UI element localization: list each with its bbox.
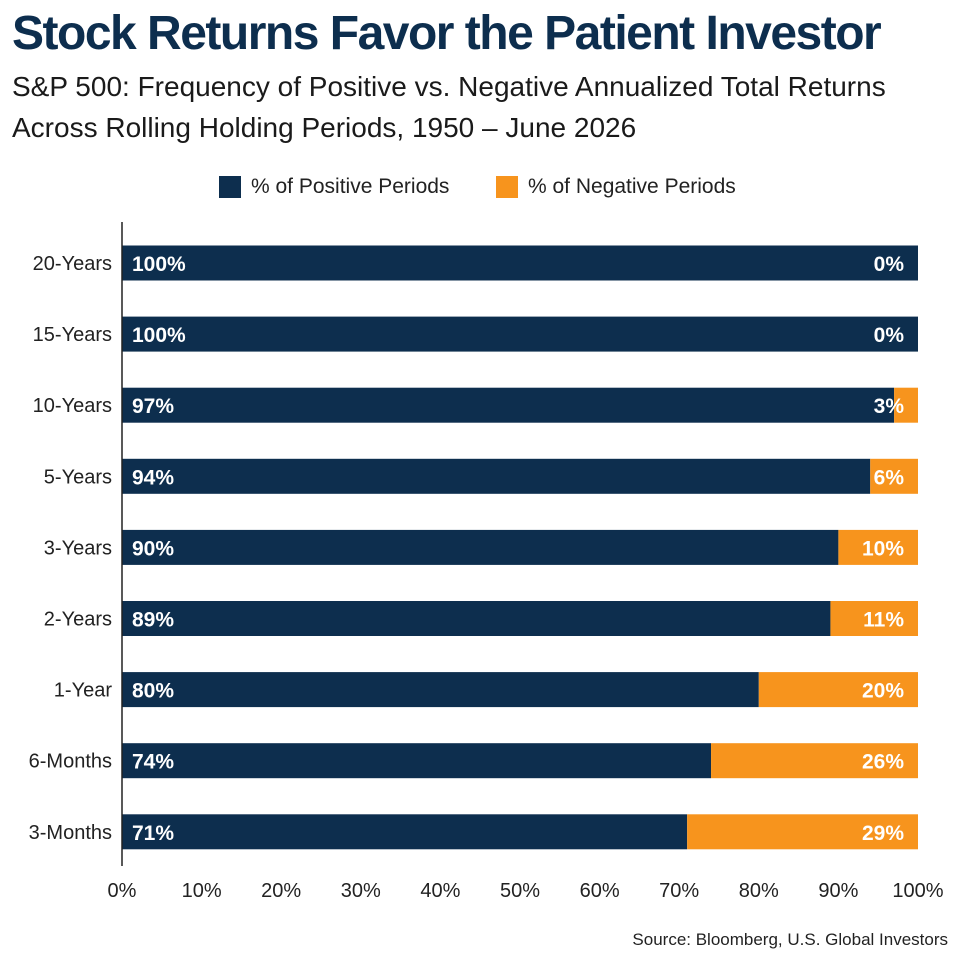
bar-positive-5-years <box>122 458 871 494</box>
bar-negative-3-years <box>838 529 918 565</box>
bar-negative-3-months <box>687 814 918 850</box>
data-label-negative-3-months: 29% <box>862 822 904 845</box>
source-note: Source: Bloomberg, U.S. Global Investors <box>632 930 948 949</box>
category-label-1-year: 1-Year <box>54 680 113 702</box>
legend-label-negative: % of Negative Periods <box>528 175 736 198</box>
chart-title: Stock Returns Favor the Patient Investor <box>12 7 882 60</box>
legend-label-positive: % of Positive Periods <box>251 175 450 198</box>
chart-subtitle: S&P 500: Frequency of Positive vs. Negat… <box>12 66 952 148</box>
x-tick-label-2: 20% <box>261 880 301 902</box>
data-label-positive-2-years: 89% <box>132 609 174 632</box>
x-tick-label-10: 100% <box>892 880 943 902</box>
data-label-positive-15-years: 100% <box>132 324 186 347</box>
x-tick-label-1: 10% <box>182 880 222 902</box>
data-label-negative-20-years: 0% <box>874 253 905 276</box>
category-label-10-years: 10-Years <box>33 395 112 417</box>
bar-negative-6-months <box>711 743 918 779</box>
data-label-positive-10-years: 97% <box>132 395 174 418</box>
legend-swatch-negative <box>496 176 518 198</box>
data-label-positive-3-years: 90% <box>132 537 174 560</box>
data-label-negative-3-years: 10% <box>862 537 904 560</box>
data-label-negative-1-year: 20% <box>862 680 904 703</box>
data-label-negative-15-years: 0% <box>874 324 905 347</box>
data-label-negative-2-years: 11% <box>863 609 904 632</box>
bar-negative-10-years <box>894 387 918 423</box>
legend-item-negative: % of Negative Periods <box>496 172 736 202</box>
bar-negative-2-years <box>830 601 918 636</box>
x-tick-label-9: 90% <box>818 880 858 902</box>
legend-item-positive: % of Positive Periods <box>219 172 449 202</box>
data-label-positive-3-months: 71% <box>132 822 174 845</box>
bar-positive-6-months <box>122 743 712 779</box>
category-label-20-years: 20-Years <box>33 253 112 275</box>
data-label-negative-10-years: 3% <box>874 395 905 418</box>
bar-negative-5-years <box>870 458 918 494</box>
legend-swatch-positive <box>219 176 241 198</box>
data-label-negative-6-months: 26% <box>862 751 904 774</box>
x-tick-label-8: 80% <box>739 880 779 902</box>
category-label-3-months: 3-Months <box>29 822 112 844</box>
data-label-positive-20-years: 100% <box>132 253 186 276</box>
category-label-6-months: 6-Months <box>29 751 112 773</box>
data-label-positive-5-years: 94% <box>132 466 174 489</box>
bar-positive-3-months <box>122 814 688 850</box>
x-tick-label-4: 40% <box>420 880 460 902</box>
category-label-2-years: 2-Years <box>44 609 112 631</box>
x-tick-label-0: 0% <box>108 880 137 902</box>
bar-positive-20-years <box>122 245 918 281</box>
x-tick-label-3: 30% <box>341 880 381 902</box>
category-label-3-years: 3-Years <box>44 537 112 559</box>
data-label-positive-6-months: 74% <box>132 751 174 774</box>
bar-positive-10-years <box>122 387 895 423</box>
bar-positive-1-year <box>122 672 759 708</box>
subtitle-line-2: Across Rolling Holding Periods, 1950 – J… <box>12 112 637 143</box>
data-label-negative-5-years: 6% <box>874 466 905 489</box>
bar-positive-15-years <box>122 316 918 352</box>
category-label-5-years: 5-Years <box>44 466 112 488</box>
x-tick-label-5: 50% <box>500 880 540 902</box>
category-label-15-years: 15-Years <box>33 324 112 346</box>
x-tick-label-6: 60% <box>580 880 620 902</box>
subtitle-line-1: S&P 500: Frequency of Positive vs. Negat… <box>12 71 886 102</box>
bar-positive-2-years <box>122 601 831 636</box>
x-tick-label-7: 70% <box>659 880 699 902</box>
bar-positive-3-years <box>122 529 839 565</box>
data-label-positive-1-year: 80% <box>132 680 174 703</box>
chart-legend: % of Positive Periods % of Negative Peri… <box>0 172 960 202</box>
bar-negative-1-year <box>758 672 918 708</box>
